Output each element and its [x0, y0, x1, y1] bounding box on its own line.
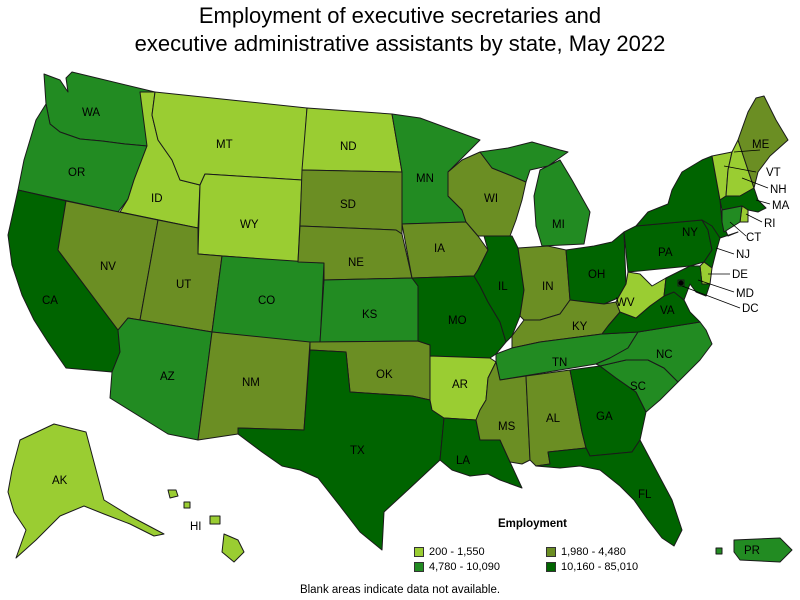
state-PA[interactable]: [623, 219, 713, 273]
state-label-CA: CA: [42, 295, 58, 307]
state-label-HI: HI: [190, 521, 202, 533]
state-label-ND: ND: [340, 141, 357, 153]
state-WV[interactable]: [615, 271, 667, 319]
legend-label: 1,980 - 4,480: [561, 546, 626, 558]
state-label-AL: AL: [546, 413, 561, 425]
state-label-TN: TN: [552, 357, 567, 369]
state-label-MN: MN: [416, 173, 434, 185]
state-labels: WA OR CA ID NV MT WY UT AZ CO NM ND SD N…: [42, 107, 790, 557]
state-FL[interactable]: [535, 439, 683, 547]
legend-swatch: [546, 562, 556, 572]
state-label-IA: IA: [434, 243, 445, 255]
state-label-AZ: AZ: [160, 371, 175, 383]
state-label-FL: FL: [638, 489, 652, 501]
state-label-KS: KS: [362, 309, 378, 321]
state-TX[interactable]: [237, 349, 445, 551]
state-label-OK: OK: [376, 369, 393, 381]
state-label-SC: SC: [630, 381, 646, 393]
state-label-WY: WY: [240, 219, 259, 231]
state-label-NM: NM: [242, 377, 260, 389]
state-label-MD: MD: [736, 288, 754, 300]
state-HI[interactable]: [167, 489, 245, 563]
state-label-DE: DE: [732, 269, 748, 281]
state-label-NE: NE: [348, 257, 364, 269]
state-label-MI: MI: [552, 219, 565, 231]
state-label-ID: ID: [151, 193, 163, 205]
state-label-OR: OR: [68, 167, 85, 179]
state-label-NC: NC: [656, 349, 673, 361]
title-line-1: Employment of executive secretaries and: [198, 3, 602, 28]
legend-item: 1,980 - 4,480: [546, 546, 626, 558]
state-MD[interactable]: [663, 265, 711, 301]
state-label-CO: CO: [258, 295, 275, 307]
legend-item: 10,160 - 85,010: [546, 561, 638, 573]
state-label-VT: VT: [766, 167, 781, 179]
state-label-MS: MS: [498, 421, 516, 433]
state-label-NV: NV: [100, 261, 116, 273]
legend-title: Employment: [498, 518, 568, 530]
state-label-PA: PA: [658, 247, 673, 259]
state-label-NJ: NJ: [736, 249, 750, 261]
legend-item: 4,780 - 10,090: [414, 561, 500, 573]
legend-item: 200 - 1,550: [414, 546, 485, 558]
state-label-MA: MA: [772, 200, 790, 212]
state-label-MO: MO: [448, 315, 467, 327]
state-label-NH: NH: [770, 184, 787, 196]
map-title: Employment of executive secretaries and …: [0, 2, 800, 58]
state-MI[interactable]: [479, 141, 591, 247]
state-label-DC: DC: [742, 303, 759, 315]
state-label-WI: WI: [484, 193, 498, 205]
state-label-TX: TX: [350, 445, 365, 457]
legend-swatch: [414, 562, 424, 572]
state-label-OH: OH: [588, 269, 605, 281]
state-label-GA: GA: [596, 411, 613, 423]
footnote: Blank areas indicate data not available.: [299, 584, 501, 596]
state-label-AK: AK: [52, 475, 68, 487]
state-label-NY: NY: [682, 227, 698, 239]
state-label-CT: CT: [746, 232, 761, 244]
state-label-SD: SD: [340, 199, 356, 211]
state-PR[interactable]: [715, 537, 793, 563]
legend-label: 200 - 1,550: [429, 546, 485, 558]
state-label-KY: KY: [572, 321, 588, 333]
state-WY[interactable]: [197, 173, 303, 263]
legend-swatch: [546, 547, 556, 557]
state-ND[interactable]: [301, 107, 403, 173]
state-label-IL: IL: [498, 281, 508, 293]
state-label-VA: VA: [660, 305, 675, 317]
state-label-IN: IN: [542, 281, 554, 293]
state-label-UT: UT: [176, 279, 191, 291]
state-label-ME: ME: [752, 139, 770, 151]
state-label-AR: AR: [452, 379, 468, 391]
title-line-2: executive administrative assistants by s…: [134, 31, 666, 56]
legend-label: 10,160 - 85,010: [561, 561, 639, 573]
state-CT[interactable]: [721, 205, 743, 233]
state-label-LA: LA: [456, 455, 470, 467]
legend-label: 4,780 - 10,090: [429, 561, 500, 573]
state-AK[interactable]: [7, 423, 165, 559]
state-label-MT: MT: [216, 139, 233, 151]
state-label-WA: WA: [82, 107, 100, 119]
state-label-PR: PR: [744, 545, 760, 557]
state-label-WV: WV: [616, 297, 635, 309]
state-label-RI: RI: [764, 218, 776, 230]
callout-leader-lines: [678, 149, 771, 309]
dc-marker: [678, 280, 684, 286]
legend-swatch: [414, 547, 424, 557]
